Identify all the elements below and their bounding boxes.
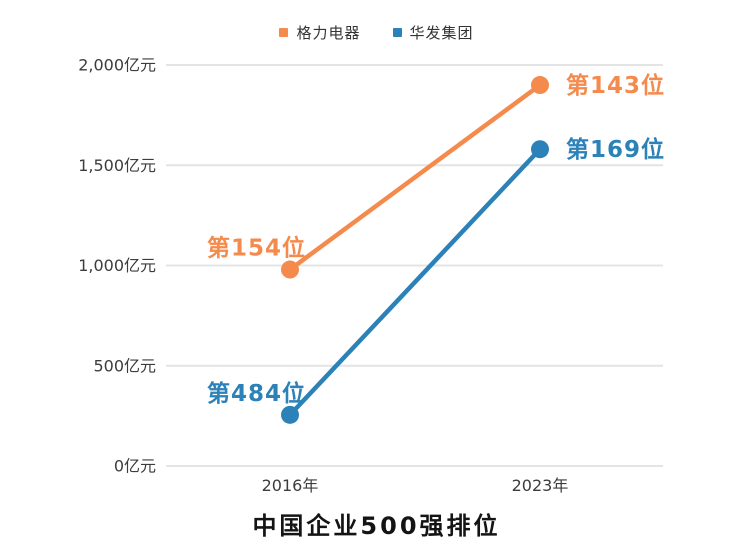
series-line-1 — [287, 146, 543, 418]
legend-swatch-gree-icon — [279, 27, 289, 37]
point-label-1-1: 第169位 — [566, 136, 665, 163]
point-label-0-0: 第154位 — [207, 235, 306, 262]
chart-legend: 格力电器 华发集团 — [0, 20, 753, 44]
data-point-1-0 — [281, 405, 299, 424]
legend-item-huafa: 华发集团 — [392, 22, 474, 43]
x-tick-label: 2023年 — [512, 476, 569, 495]
chart-title: 中国企业500强排位 — [252, 512, 501, 540]
y-tick-label: 500亿元 — [93, 356, 156, 375]
point-label-0-1: 第143位 — [566, 72, 665, 99]
series-line-0 — [287, 82, 543, 272]
data-point-0-1 — [531, 76, 549, 95]
x-tick-label: 2016年 — [262, 476, 319, 495]
data-point-1-1 — [531, 140, 549, 159]
legend-label-huafa: 华发集团 — [409, 23, 474, 42]
legend-label-gree: 格力电器 — [296, 23, 361, 42]
data-point-0-0 — [281, 260, 299, 279]
legend-swatch-huafa-icon — [392, 27, 402, 37]
y-tick-label: 2,000亿元 — [78, 56, 156, 75]
y-tick-label: 1,000亿元 — [78, 256, 156, 275]
legend-item-gree: 格力电器 — [279, 22, 360, 43]
y-tick-label: 0亿元 — [114, 457, 156, 476]
point-label-1-0: 第484位 — [207, 380, 306, 407]
y-tick-label: 1,500亿元 — [78, 156, 156, 175]
